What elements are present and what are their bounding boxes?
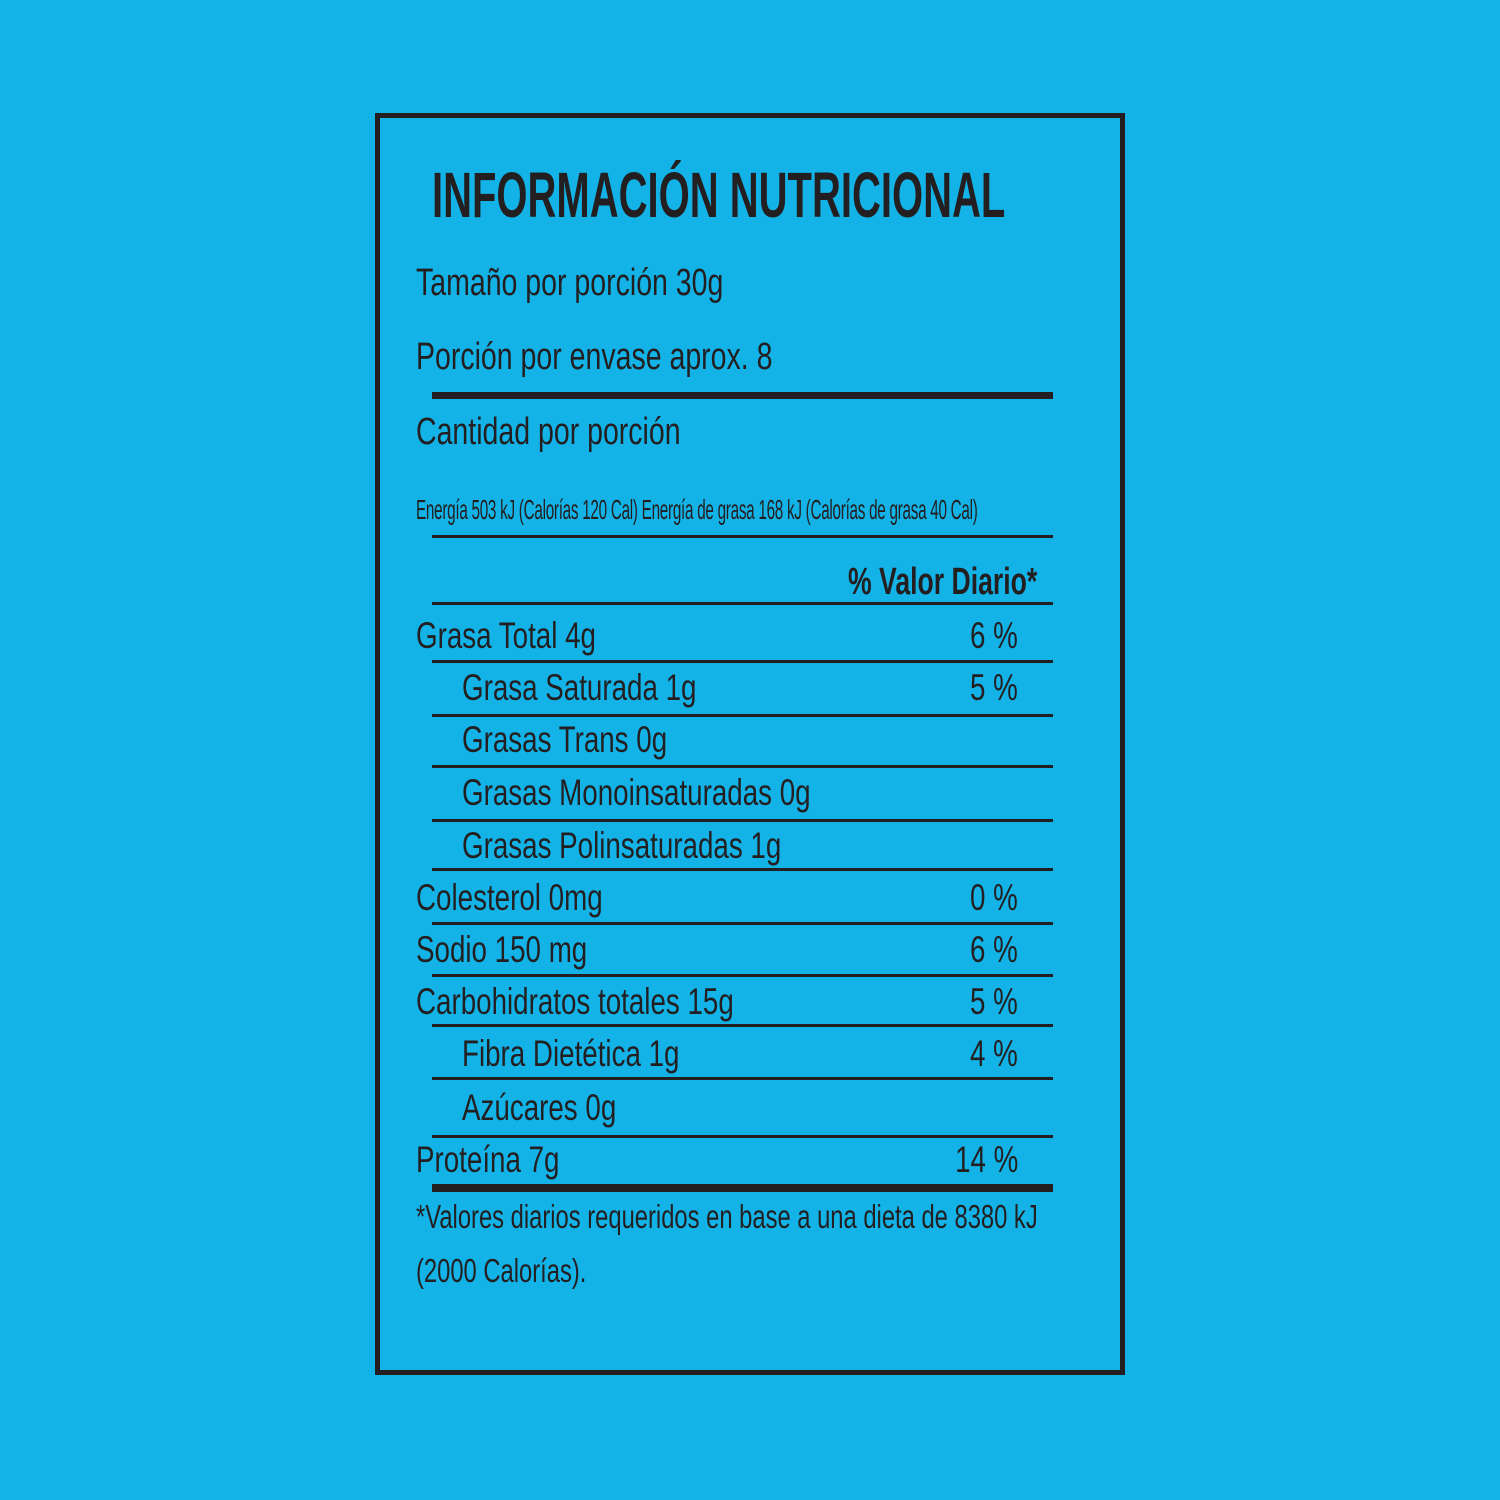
servings-per-container: Porción por envase aprox. 8: [416, 336, 773, 378]
divider: [432, 1135, 1053, 1138]
daily-value-percent: 5 %: [970, 667, 1018, 708]
divider: [432, 819, 1053, 822]
divider-thick: [432, 392, 1053, 399]
nutrient-label: Grasas Monoinsaturadas 0g: [462, 772, 811, 813]
nutrient-label: Sodio 150 mg: [416, 929, 588, 970]
daily-value-percent: 4 %: [970, 1033, 1018, 1074]
daily-value-percent: 6 %: [970, 615, 1018, 656]
nutrient-label: Proteína 7g: [416, 1139, 560, 1180]
label-title: INFORMACIÓN NUTRICIONAL: [432, 159, 1006, 231]
amount-per-serving: Cantidad por porción: [416, 411, 681, 453]
nutrient-label: Grasa Saturada 1g: [462, 667, 697, 708]
daily-value-percent: 5 %: [970, 981, 1018, 1022]
divider: [432, 1024, 1053, 1027]
nutrient-label: Colesterol 0mg: [416, 877, 603, 918]
divider: [432, 974, 1053, 977]
nutrient-label: Fibra Dietética 1g: [462, 1033, 680, 1074]
footnote-line-1: *Valores diarios requeridos en base a un…: [416, 1198, 1038, 1235]
daily-value-percent: 6 %: [970, 929, 1018, 970]
nutrition-label-frame: [375, 113, 1125, 1375]
footnote-line-2: (2000 Calorías).: [416, 1252, 587, 1289]
divider: [432, 922, 1053, 925]
daily-value-percent: 14 %: [954, 1139, 1018, 1180]
divider-thick: [432, 1184, 1053, 1192]
divider: [432, 714, 1053, 717]
serving-size: Tamaño por porción 30g: [416, 262, 724, 304]
divider: [432, 868, 1053, 871]
divider: [432, 602, 1053, 605]
nutrient-label: Grasa Total 4g: [416, 615, 596, 656]
divider: [432, 765, 1053, 768]
nutrient-label: Azúcares 0g: [462, 1087, 617, 1128]
divider: [432, 1077, 1053, 1080]
daily-value-header: % Valor Diario*: [848, 561, 1038, 603]
nutrient-label: Carbohidratos totales 15g: [416, 981, 734, 1022]
nutrient-label: Grasas Trans 0g: [462, 719, 668, 760]
nutrient-label: Grasas Polinsaturadas 1g: [462, 825, 782, 866]
daily-value-percent: 0 %: [970, 877, 1018, 918]
divider: [432, 660, 1053, 663]
energy-line: Energía 503 kJ (Calorías 120 Cal) Energí…: [416, 494, 978, 525]
divider: [432, 535, 1053, 538]
